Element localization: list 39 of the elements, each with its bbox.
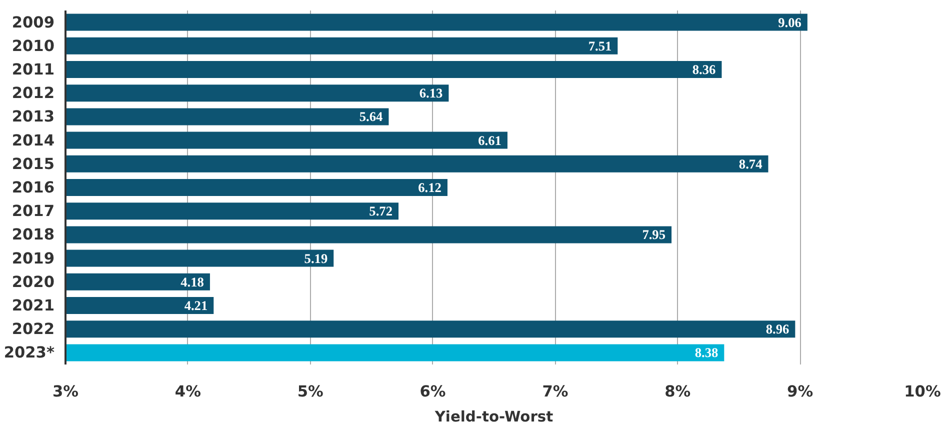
y-tick-label: 2021 bbox=[12, 296, 55, 314]
y-tick-label: 2013 bbox=[12, 108, 55, 126]
y-tick-label: 2016 bbox=[12, 178, 55, 196]
y-tick-label: 2020 bbox=[12, 272, 55, 291]
data-label: 9.06 bbox=[778, 14, 802, 30]
data-label: 4.18 bbox=[180, 274, 204, 290]
data-label: 6.13 bbox=[419, 86, 444, 101]
data-label: 8.38 bbox=[694, 345, 718, 360]
data-label: 5.19 bbox=[304, 250, 328, 266]
data-label: 7.51 bbox=[588, 38, 612, 54]
data-label: 6.61 bbox=[478, 132, 502, 148]
data-label: 4.21 bbox=[184, 298, 208, 313]
data-label: 8.96 bbox=[766, 322, 790, 337]
x-tick-label: 6% bbox=[420, 382, 446, 400]
y-tick-label: 2018 bbox=[12, 226, 55, 244]
y-tick-label: 2009 bbox=[12, 13, 55, 32]
x-tick-label: 9% bbox=[787, 382, 814, 400]
x-tick-label: 5% bbox=[297, 382, 324, 400]
y-tick-label: 2015 bbox=[12, 154, 55, 173]
y-tick-label: 2014 bbox=[12, 131, 55, 150]
x-axis-title: Yield-to-Worst bbox=[434, 408, 554, 426]
y-tick-label: 2023* bbox=[4, 344, 55, 362]
y-tick-label: 2019 bbox=[12, 249, 55, 268]
x-tick-label: 4% bbox=[174, 382, 201, 400]
x-tick-label: 3% bbox=[52, 382, 79, 400]
y-tick-label: 2011 bbox=[12, 60, 55, 78]
data-label: 8.74 bbox=[738, 156, 763, 172]
data-label: 7.95 bbox=[642, 227, 666, 242]
data-label: 6.12 bbox=[418, 180, 442, 195]
data-label: 5.72 bbox=[369, 204, 393, 219]
y-tick-label: 2017 bbox=[12, 202, 55, 220]
x-tick-label: 10% bbox=[904, 382, 941, 400]
y-tick-label: 2022 bbox=[12, 320, 55, 338]
data-label: 5.64 bbox=[359, 109, 384, 124]
y-tick-label: 2010 bbox=[12, 36, 55, 55]
y-tick-label: 2012 bbox=[12, 84, 55, 102]
data-label: 8.36 bbox=[692, 62, 716, 77]
x-tick-label: 8% bbox=[664, 382, 691, 400]
x-tick-label: 7% bbox=[542, 382, 568, 400]
